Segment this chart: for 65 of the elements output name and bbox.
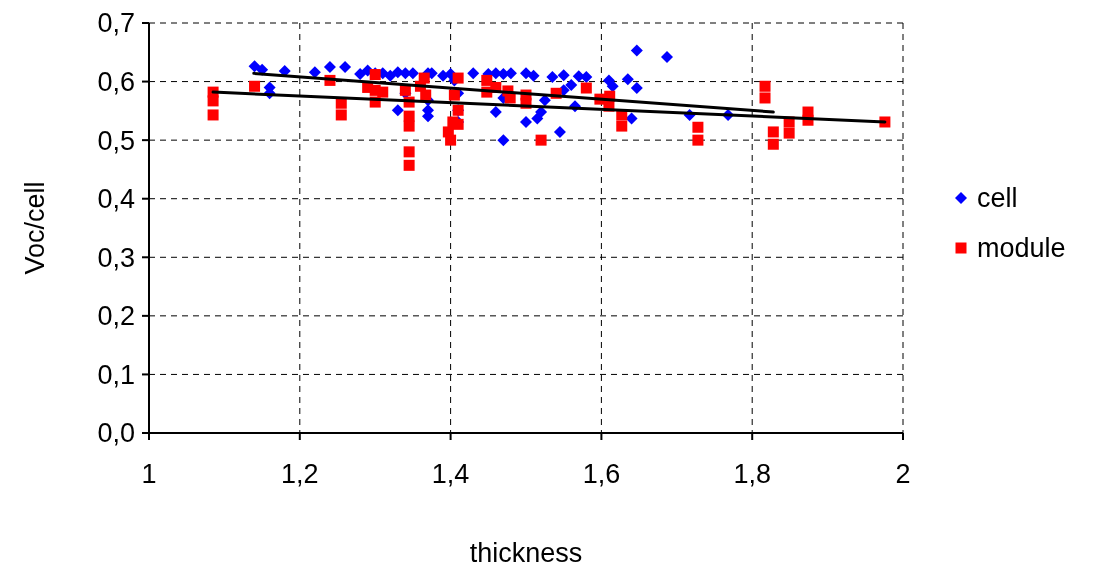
y-tick-label: 0,5 [97, 125, 135, 156]
x-axis-title: thickness [469, 538, 583, 568]
x-tick-label: 1,8 [733, 459, 771, 489]
y-tick-label: 0,4 [97, 184, 135, 215]
point [527, 69, 540, 82]
point [377, 86, 389, 98]
point [767, 126, 779, 138]
point [546, 70, 559, 83]
point [692, 121, 704, 133]
point [520, 67, 532, 80]
legend-label: module [977, 233, 1066, 264]
point [621, 73, 634, 86]
point [399, 84, 411, 96]
point [692, 134, 704, 146]
point [553, 125, 566, 138]
point [207, 109, 219, 121]
y-tick-label: 0,0 [97, 418, 135, 449]
x-tick-label: 1,2 [281, 459, 319, 489]
x-tick-label: 2 [895, 459, 911, 489]
point [354, 67, 367, 80]
y-tick-label: 0,3 [97, 242, 135, 273]
x-tick-label: 1,4 [431, 459, 470, 489]
point [520, 115, 532, 128]
point [535, 134, 547, 146]
point [420, 89, 432, 101]
point [418, 72, 430, 84]
point [445, 134, 457, 146]
point [403, 159, 415, 171]
point [384, 69, 397, 82]
point [557, 69, 570, 82]
y-tick-label: 0,6 [97, 67, 135, 98]
point [207, 95, 219, 107]
legend-label: cell [977, 183, 1018, 214]
y-axis-title: Voc/cell [20, 181, 50, 275]
point [661, 50, 673, 63]
x-tick-label: 1,6 [582, 459, 621, 489]
point [448, 89, 460, 101]
point [403, 120, 415, 132]
point [616, 120, 628, 132]
point [489, 106, 502, 119]
x-tick-label: 1 [141, 459, 157, 489]
point [531, 112, 544, 125]
point [323, 60, 336, 73]
point [767, 138, 779, 150]
point [452, 72, 464, 84]
point [335, 109, 347, 121]
point [467, 67, 480, 80]
point [339, 60, 352, 73]
point [248, 60, 261, 73]
point [403, 146, 415, 158]
point [481, 74, 493, 86]
point [759, 80, 771, 92]
y-tick-label: 0,2 [97, 301, 135, 332]
point [249, 80, 261, 92]
point [403, 110, 415, 122]
y-tick-label: 0,1 [97, 359, 135, 390]
point [565, 79, 578, 92]
point [630, 44, 643, 57]
point [391, 104, 404, 117]
point [783, 127, 795, 139]
point [759, 92, 771, 104]
point [630, 82, 643, 95]
point [497, 134, 510, 147]
y-tick-label: 0,7 [97, 8, 135, 39]
point [580, 82, 592, 94]
